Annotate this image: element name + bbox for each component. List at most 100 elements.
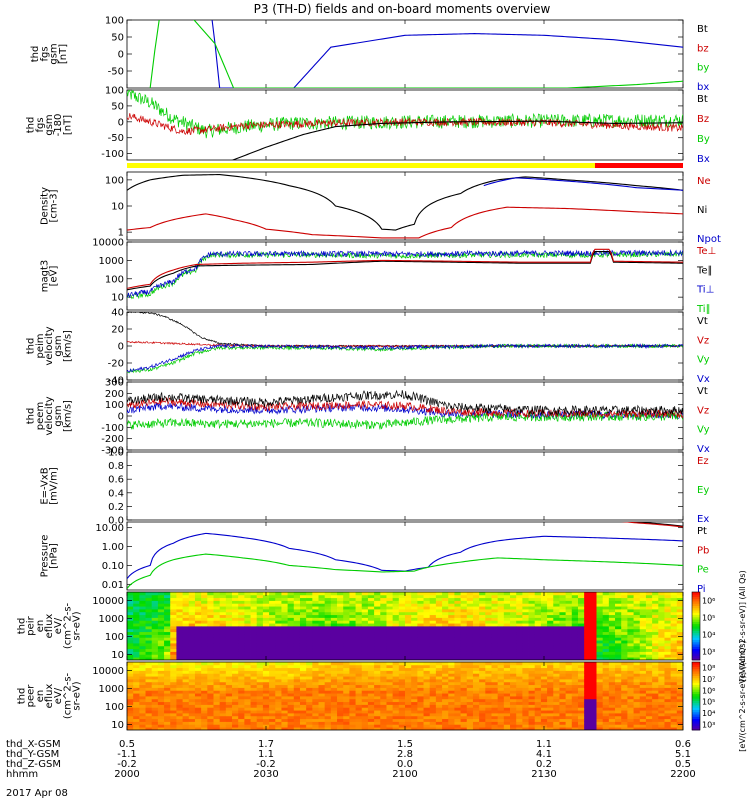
heatmap-cell (182, 676, 190, 680)
heatmap-cell (380, 606, 387, 610)
heatmap-cell (398, 603, 406, 607)
heatmap-cell (151, 727, 159, 730)
heatmap-cell (386, 673, 394, 677)
heatmap-cell (269, 690, 276, 694)
heatmap-cell (232, 698, 239, 703)
heatmap-cell (232, 693, 239, 697)
heatmap-cell (256, 667, 264, 671)
heatmap-cell (608, 662, 616, 666)
heatmap-cell (392, 701, 400, 705)
heatmap-cell (127, 611, 134, 616)
heatmap-cell (522, 679, 529, 683)
heatmap-cell (324, 710, 332, 714)
heatmap-cell (281, 611, 289, 616)
heatmap-cell (244, 693, 251, 697)
heatmap-cell (571, 631, 579, 635)
heatmap-cell (448, 640, 455, 644)
heatmap-cell (250, 600, 258, 604)
heatmap-cell (207, 592, 214, 596)
heatmap-cell (367, 643, 375, 647)
heatmap-cell (670, 721, 678, 725)
heatmap-cell (676, 701, 683, 705)
heatmap-cell (516, 645, 523, 650)
heatmap-cell (318, 609, 326, 613)
heatmap-cell (472, 594, 480, 599)
heatmap-cell (293, 684, 301, 688)
heatmap-cell (448, 617, 455, 621)
heatmap-cell (608, 693, 616, 697)
heatmap-cell (127, 631, 134, 635)
heatmap-cell (411, 684, 418, 688)
heatmap-cell (238, 597, 245, 601)
heatmap-cell (201, 704, 208, 708)
heatmap-cell (306, 611, 313, 616)
heatmap-cell (281, 664, 289, 669)
heatmap-cell (633, 690, 641, 694)
heatmap-cell (639, 648, 647, 652)
heatmap-cell (225, 597, 233, 601)
heatmap-cell (133, 597, 140, 601)
heatmap-cell (547, 690, 554, 694)
heatmap-cell (479, 687, 486, 691)
heatmap-cell (516, 597, 523, 601)
heatmap-cell (472, 667, 480, 671)
heatmap-cell (435, 592, 443, 596)
heatmap-cell (133, 657, 140, 660)
heatmap-cell (367, 631, 375, 635)
heatmap-cell (164, 710, 171, 714)
heatmap-cell (269, 662, 276, 666)
heatmap-cell (244, 673, 251, 677)
heatmap-cell (639, 704, 647, 708)
heatmap-cell (281, 718, 289, 722)
heatmap-cell (584, 713, 591, 717)
heatmap-cell (435, 713, 443, 717)
heatmap-cell (330, 718, 338, 722)
heatmap-cell (411, 648, 418, 652)
heatmap-cell (225, 681, 233, 686)
y-axis-label-line: eV/ (53, 617, 64, 634)
heatmap-cell (540, 648, 548, 652)
heatmap-cell (127, 679, 134, 683)
heatmap-cell (151, 592, 159, 596)
heatmap-cell (405, 713, 412, 717)
heatmap-cell (652, 676, 659, 680)
heatmap-cell (176, 631, 183, 635)
heatmap-cell (442, 696, 449, 700)
heatmap-cell (127, 690, 134, 694)
heatmap-cell (392, 654, 400, 658)
heatmap-cell (164, 657, 171, 660)
heatmap-cell (596, 609, 604, 613)
heatmap-cell (503, 654, 511, 658)
heatmap-cell (139, 681, 146, 686)
heatmap-cell (207, 654, 214, 658)
heatmap-cell (645, 727, 653, 730)
heatmap-cell (312, 603, 319, 607)
heatmap-cell (219, 651, 227, 655)
heatmap-cell (584, 670, 591, 674)
heatmap-cell (670, 679, 678, 683)
heatmap-cell (182, 617, 190, 621)
heatmap-cell (275, 664, 282, 669)
heatmap-cell (608, 631, 616, 635)
heatmap-cell (411, 617, 418, 621)
heatmap-cell (615, 698, 622, 703)
heatmap-cell (337, 645, 344, 650)
heatmap-cell (213, 609, 221, 613)
heatmap-cell (145, 609, 153, 613)
colorbar-step (692, 668, 700, 672)
heatmap-cell (460, 715, 468, 720)
heatmap-cell (386, 710, 394, 714)
heatmap-cell (608, 648, 616, 652)
heatmap-cell (337, 679, 344, 683)
heatmap-cell (293, 698, 301, 703)
heatmap-cell (553, 648, 560, 652)
heatmap-cell (411, 594, 418, 599)
heatmap-cell (417, 701, 424, 705)
series-Vt (127, 389, 683, 416)
heatmap-cell (386, 614, 394, 618)
heatmap-cell (287, 606, 295, 610)
heatmap-cell (577, 637, 585, 641)
heatmap-cell (157, 603, 165, 607)
heatmap-cell (485, 676, 492, 680)
heatmap-cell (287, 662, 295, 666)
